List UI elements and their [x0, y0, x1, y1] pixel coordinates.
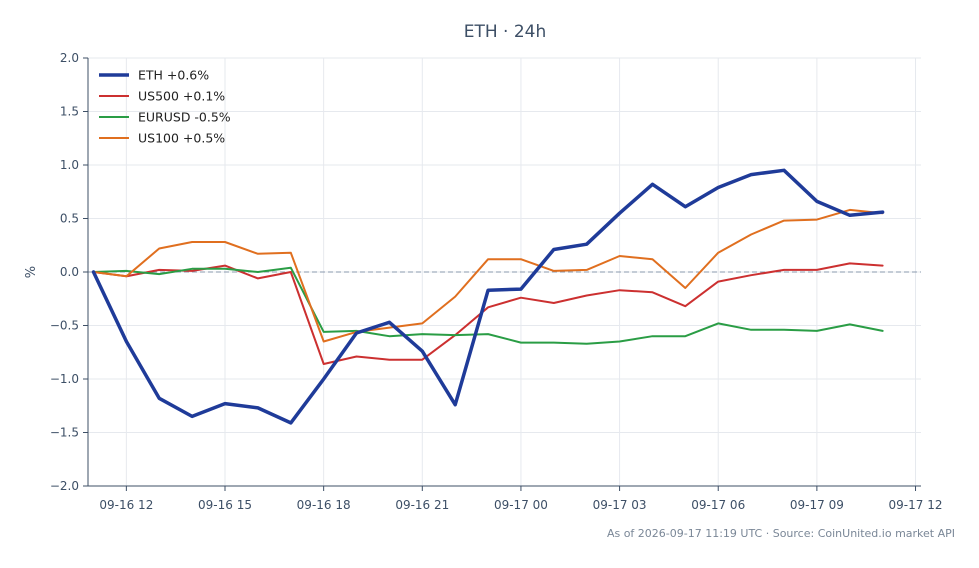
y-tick-label: 0.5 [60, 212, 79, 226]
y-tick-label: −2.0 [50, 479, 79, 493]
source-footnote: As of 2026-09-17 11:19 UTC · Source: Coi… [607, 527, 955, 540]
y-tick-label: −1.0 [50, 372, 79, 386]
legend-label: US500 +0.1% [138, 89, 225, 104]
chart-title: ETH · 24h [464, 22, 547, 42]
legend-label: EURUSD -0.5% [138, 110, 231, 125]
x-tick-label: 09-17 12 [889, 498, 943, 512]
legend-label: ETH +0.6% [138, 68, 209, 83]
y-tick-label: 1.5 [60, 105, 79, 119]
y-tick-label: 1.0 [60, 158, 79, 172]
y-tick-label: −0.5 [50, 319, 79, 333]
x-tick-label: 09-16 21 [395, 498, 449, 512]
series-line-1 [92, 262, 884, 365]
x-tick-label: 09-16 18 [297, 498, 351, 512]
y-tick-label: 2.0 [60, 51, 79, 65]
series-line-3 [92, 208, 884, 343]
legend-label: US100 +0.5% [138, 131, 225, 146]
x-tick-label: 09-17 09 [790, 498, 844, 512]
x-tick-label: 09-17 06 [691, 498, 745, 512]
y-tick-label: −1.5 [50, 426, 79, 440]
x-tick-label: 09-17 03 [593, 498, 647, 512]
x-tick-label: 09-17 00 [494, 498, 548, 512]
y-tick-label: 0.0 [60, 265, 79, 279]
x-tick-label: 09-16 15 [198, 498, 252, 512]
y-axis-label: % [24, 266, 39, 278]
x-tick-label: 09-16 12 [99, 498, 153, 512]
series-line-0 [91, 168, 885, 425]
series-line-2 [92, 266, 884, 345]
